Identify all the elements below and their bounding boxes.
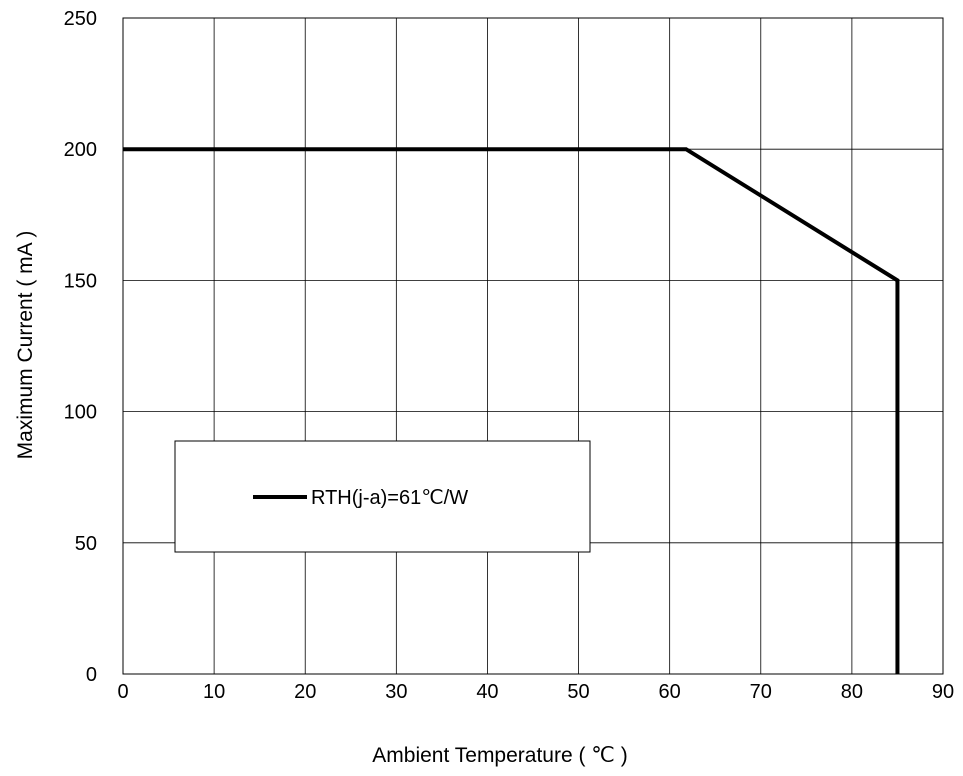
- y-tick-label: 250: [64, 8, 97, 30]
- y-axis-title: Maximum Current ( mA ): [14, 231, 37, 460]
- y-tick-labels: 0 50 100 150 200 250: [64, 8, 97, 686]
- legend: RTH(j-a)=61℃/W: [174, 440, 591, 553]
- plot-area-frame: [122, 17, 944, 675]
- legend-box: [174, 440, 591, 553]
- x-tick-label: 60: [659, 681, 681, 703]
- series-lines: [123, 147, 900, 674]
- legend-label: RTH(j-a)=61℃/W: [311, 487, 468, 509]
- y-tick-label: 50: [75, 533, 97, 555]
- y-tick-label: 0: [86, 664, 97, 686]
- x-tick-label: 0: [117, 681, 128, 703]
- x-tick-label: 80: [841, 681, 863, 703]
- x-tick-label: 50: [567, 681, 589, 703]
- x-tick-label: 10: [203, 681, 225, 703]
- y-tick-label: 200: [64, 139, 97, 161]
- series-line: [123, 147, 900, 674]
- x-tick-label: 30: [385, 681, 407, 703]
- grid-lines: [122, 17, 944, 675]
- x-tick-label: 90: [932, 681, 954, 703]
- x-tick-label: 70: [750, 681, 772, 703]
- x-tick-labels: 0 10 20 30 40 50 60 70 80 90: [117, 681, 954, 703]
- y-tick-label: 150: [64, 270, 97, 292]
- y-tick-label: 100: [64, 402, 97, 424]
- x-tick-label: 20: [294, 681, 316, 703]
- x-tick-label: 40: [476, 681, 498, 703]
- x-axis-title: Ambient Temperature ( ℃ ): [372, 744, 627, 767]
